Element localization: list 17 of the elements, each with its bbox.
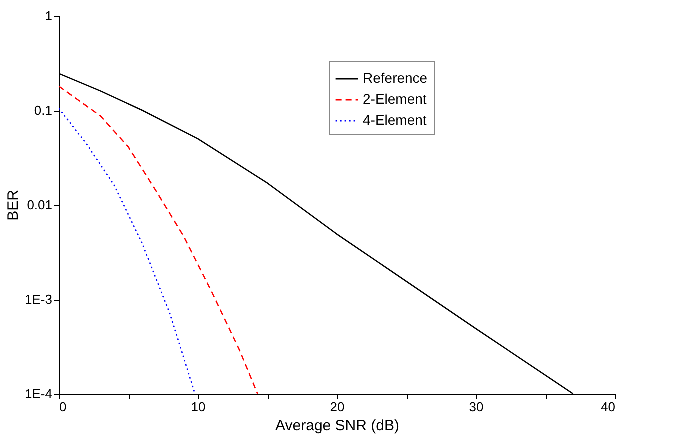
x-tick-label: 0 — [60, 400, 67, 414]
legend-label: 4-Element — [363, 112, 427, 128]
y-tick-label: 1 — [45, 8, 52, 24]
legend-label: 2-Element — [363, 91, 427, 107]
y-tick-label: 0.01 — [27, 198, 52, 212]
x-tick-label: 20 — [330, 400, 345, 414]
x-tick-label: 30 — [469, 400, 484, 414]
line-series — [59, 108, 196, 394]
x-tick-label: 10 — [191, 400, 206, 414]
y-axis-title: BER — [5, 190, 22, 221]
y-tick-label: 1E-4 — [25, 386, 52, 402]
legend-label: Reference — [363, 70, 428, 86]
y-tick-label: 1E-3 — [25, 292, 52, 307]
x-axis-title: Average SNR (dB) — [276, 418, 400, 434]
line-series — [59, 86, 258, 394]
y-tick-label: 0.1 — [34, 103, 52, 118]
x-tick-label: 40 — [601, 400, 616, 414]
